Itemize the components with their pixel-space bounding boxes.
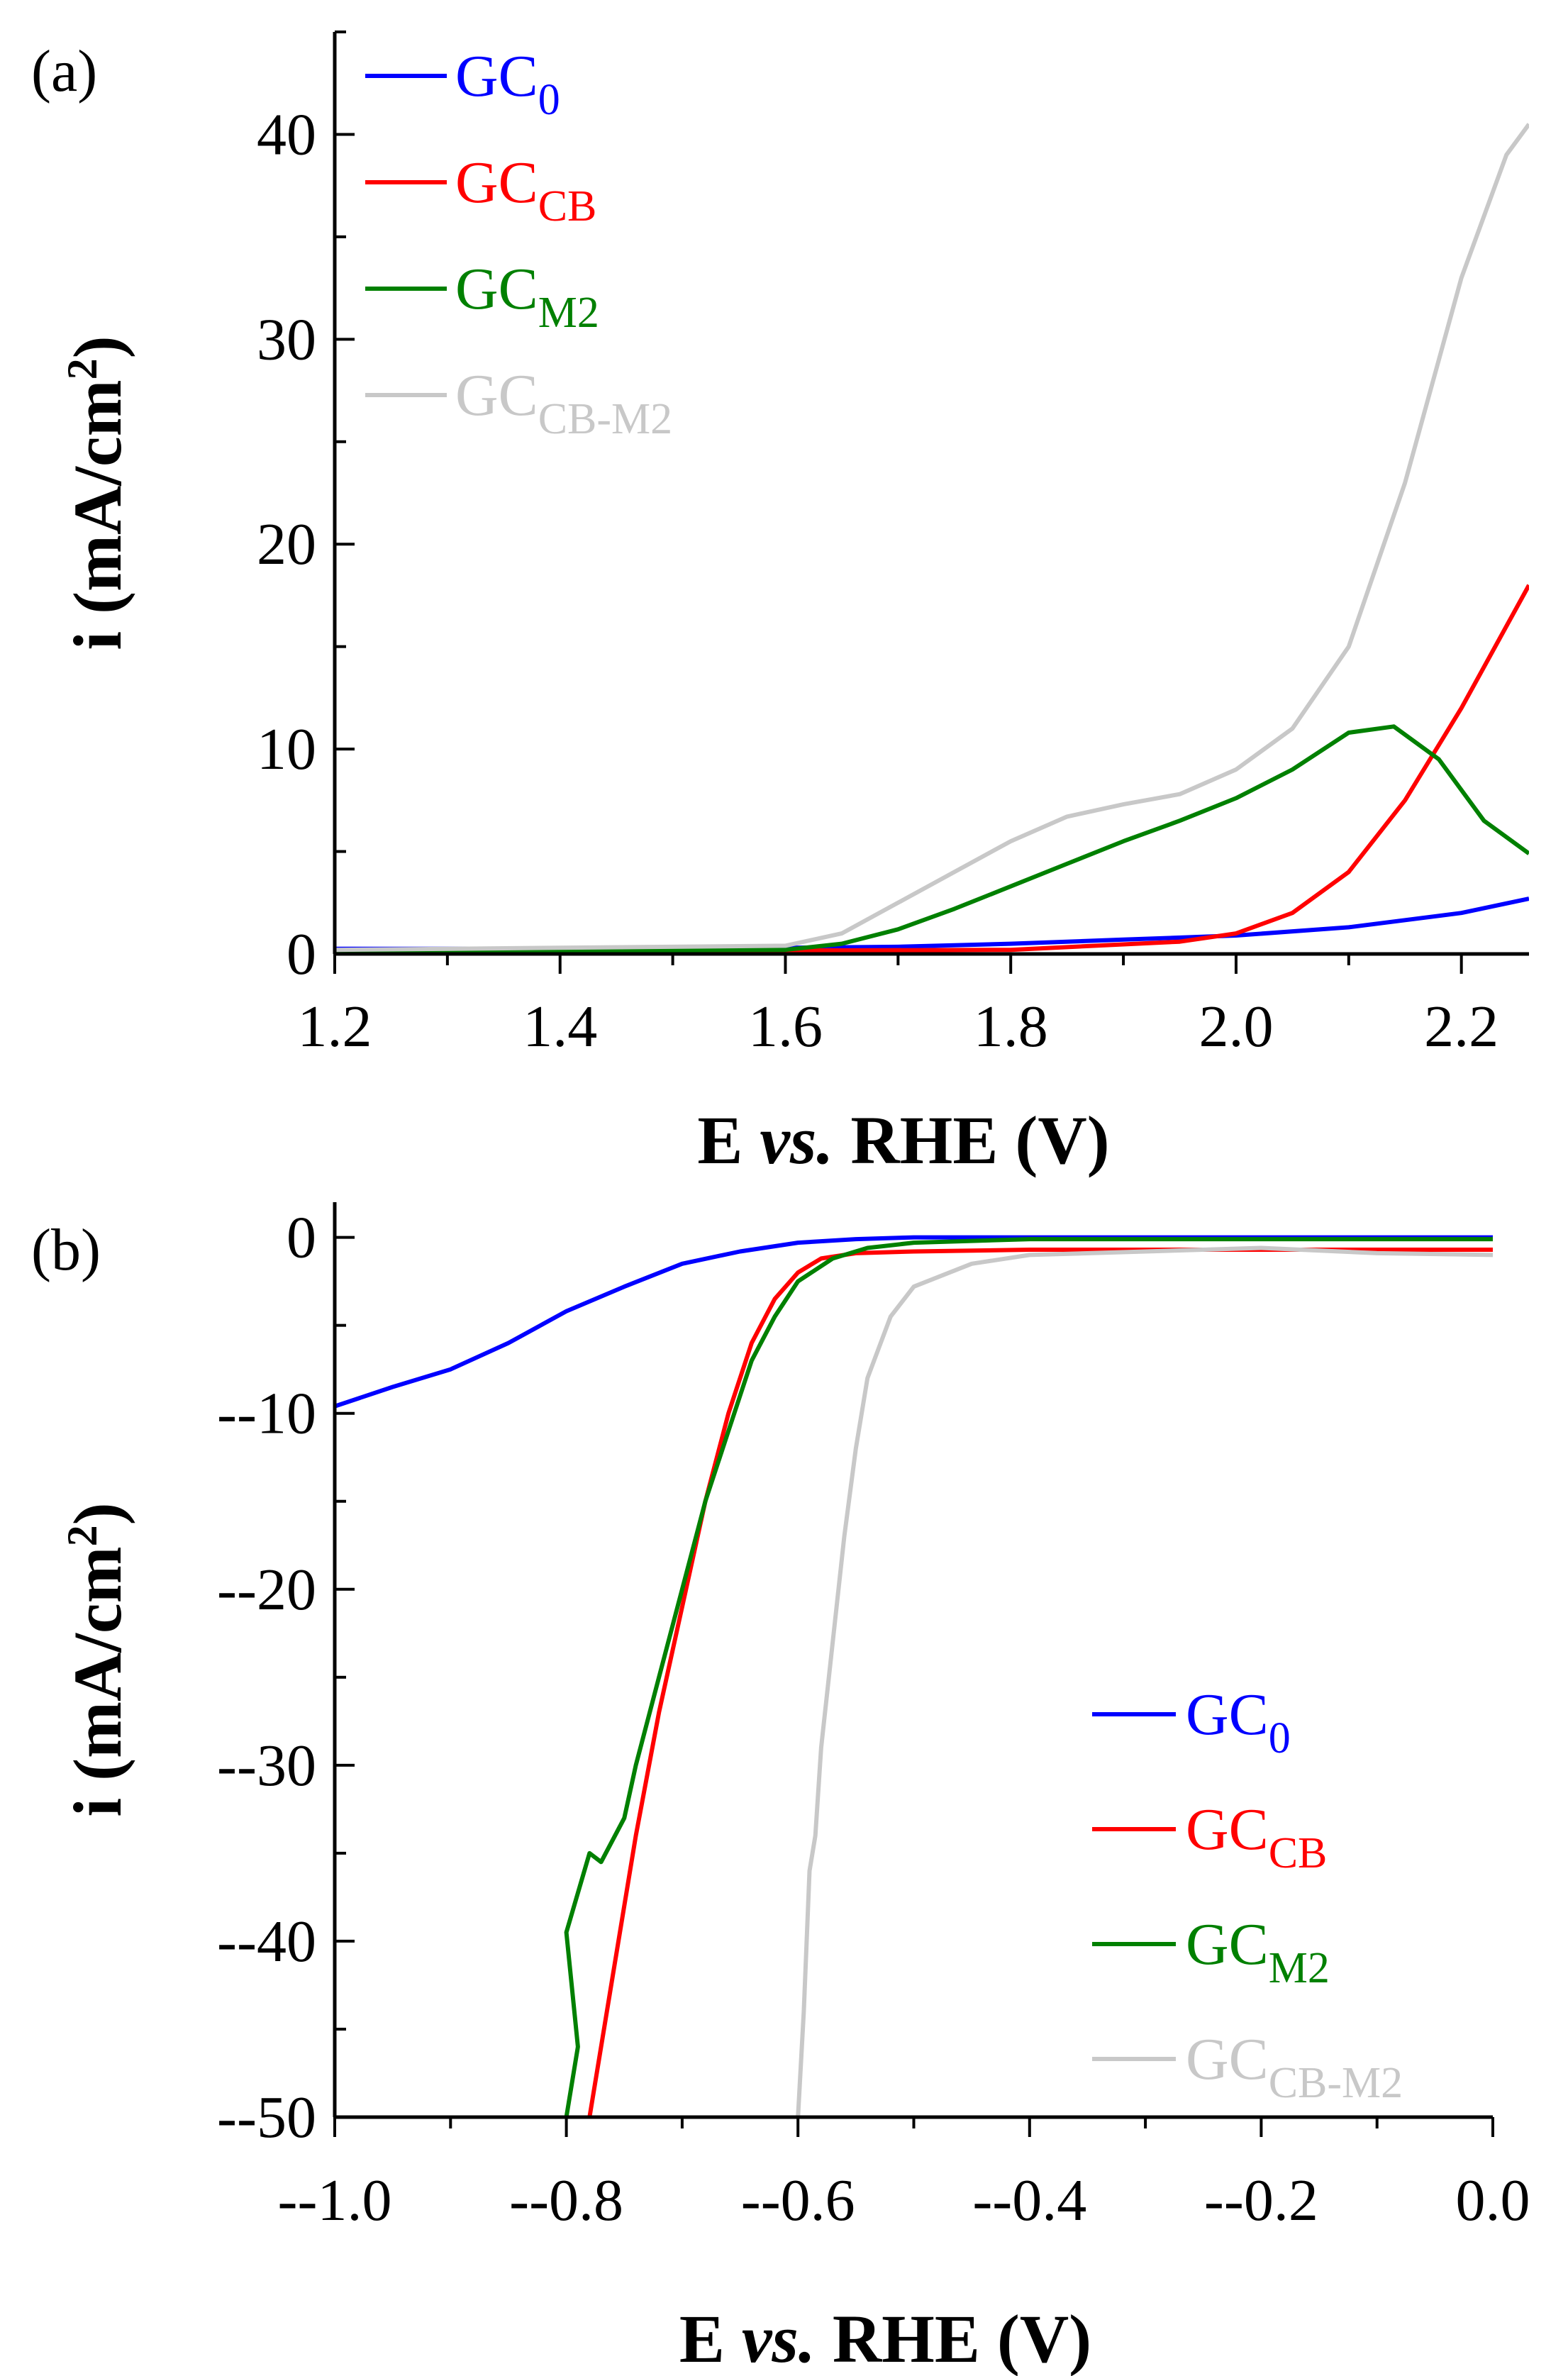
- panel-label: (b): [31, 1217, 101, 1283]
- legend-item: GC0: [365, 43, 560, 124]
- x-tick-label: 1.4: [523, 994, 597, 1060]
- x-tick-label: --0.8: [509, 2167, 623, 2233]
- series-line-cb: [587, 1248, 1493, 2117]
- legend-label: GCM2: [455, 256, 599, 337]
- legend-item: GCM2: [1092, 1911, 1330, 1992]
- legend-item: GCM2: [365, 256, 599, 337]
- y-tick-label: --50: [217, 2084, 316, 2150]
- series-line-m2: [335, 724, 1529, 953]
- y-tick-label: 0: [287, 1205, 316, 1271]
- x-tick-label: --0.2: [1204, 2167, 1318, 2233]
- legend: GC0 GCCB GCM2 GCCB-M2: [1092, 1682, 1403, 2107]
- series-line-m2: [564, 1237, 1493, 2117]
- y-tick-label: 0: [287, 921, 316, 987]
- y-tick-label: --10: [217, 1381, 316, 1447]
- legend: GC0 GCCB GCM2 GCCB-M2: [365, 43, 672, 443]
- panel-b-chart: (b) --1.0 --0.8 --0.6 --0.4 --0.2 0.0 0 --10 --20…: [31, 1202, 1530, 2376]
- panel-label: (a): [31, 38, 97, 104]
- y-tick-label: 40: [257, 101, 316, 167]
- panel-a-chart: (a) 1.2 1.4 1.6 1.8 2.0 2.2 0 10 20 30 40 E vs. RHE …: [31, 30, 1529, 1178]
- legend-label: GCCB: [1186, 1797, 1327, 1877]
- legend-item: GCCB: [365, 150, 596, 231]
- x-tick-label: --0.4: [972, 2167, 1086, 2233]
- series-lines: [335, 123, 1529, 953]
- x-tick-label: 1.6: [748, 994, 823, 1060]
- legend-label: GCCB-M2: [1186, 2026, 1403, 2107]
- legend-item: GCCB-M2: [365, 362, 672, 443]
- series-line-0: [335, 896, 1529, 951]
- x-tick-label: 0.0: [1456, 2167, 1530, 2233]
- x-axis-title: E vs. RHE (V): [697, 1102, 1109, 1178]
- x-tick-label: --0.6: [741, 2167, 855, 2233]
- legend-label: GCM2: [1186, 1911, 1330, 1992]
- y-tick-label: 20: [257, 511, 316, 577]
- x-tick-label: 1.2: [298, 994, 372, 1060]
- series-line-cb-m2: [796, 1245, 1493, 2117]
- series-lines: [335, 1235, 1493, 2117]
- x-tick-label: --1.0: [278, 2167, 392, 2233]
- y-tick-label: --30: [217, 1733, 316, 1799]
- y-tick-label: --20: [217, 1557, 316, 1623]
- y-tick-label: 10: [257, 716, 316, 782]
- x-tick-label: 2.0: [1199, 994, 1273, 1060]
- series-line-0: [335, 1235, 1493, 1409]
- x-tick-label: 1.8: [974, 994, 1048, 1060]
- legend-item: GC0: [1092, 1682, 1291, 1762]
- legend-label: GC0: [455, 43, 560, 124]
- y-tick-label: 30: [257, 306, 316, 372]
- legend-item: GCCB-M2: [1092, 2026, 1403, 2107]
- y-tick-label: --40: [217, 1909, 316, 1975]
- x-axis-title: E vs. RHE (V): [679, 2301, 1091, 2376]
- legend-label: GC0: [1186, 1682, 1291, 1762]
- y-axis-title: i (mA/cm2): [59, 1502, 135, 1816]
- legend-item: GCCB: [1092, 1797, 1327, 1877]
- x-tick-label: 2.2: [1424, 994, 1499, 1060]
- legend-label: GCCB-M2: [455, 362, 672, 443]
- y-axis-title: i (mA/cm2): [59, 335, 135, 650]
- series-line-cb-m2: [335, 123, 1529, 953]
- legend-label: GCCB: [455, 150, 596, 231]
